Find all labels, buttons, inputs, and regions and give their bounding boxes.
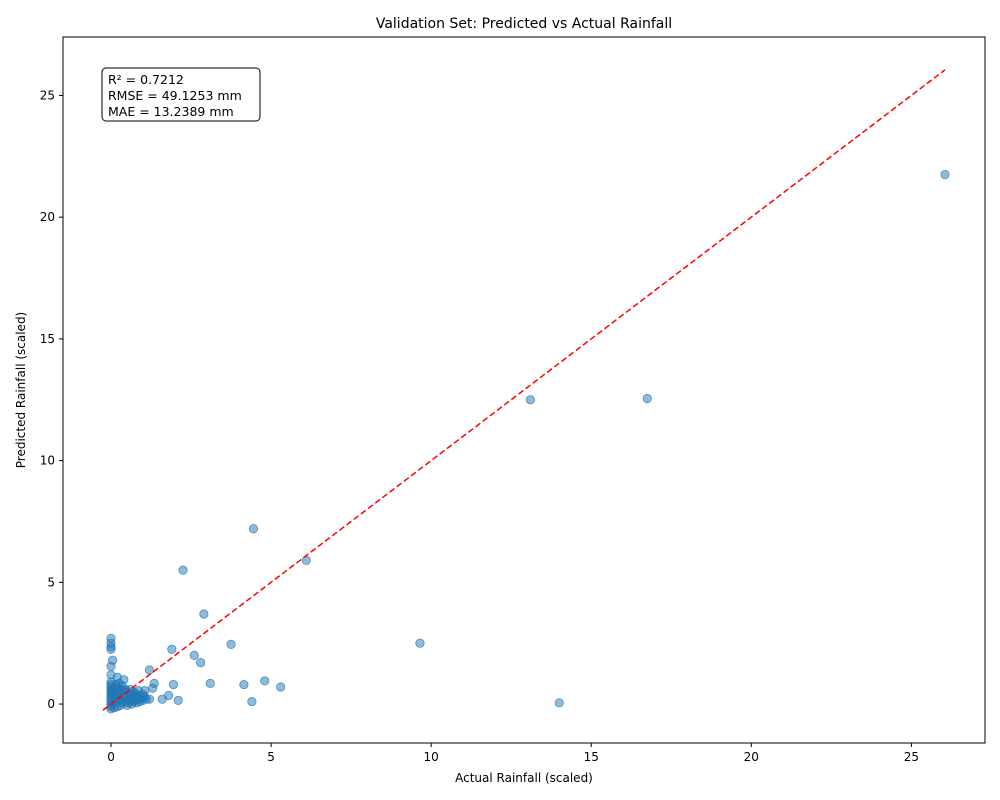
data-point [144, 665, 155, 675]
data-point [554, 698, 564, 708]
data-point [260, 676, 270, 686]
x-axis-label: Actual Rainfall (scaled) [455, 771, 593, 785]
data-point [173, 695, 183, 706]
data-point [168, 679, 179, 690]
reference-line [102, 69, 946, 711]
x-tick-label: 5 [267, 750, 275, 764]
data-point [415, 638, 425, 648]
data-point [276, 682, 286, 692]
data-point [167, 644, 177, 654]
data-point [525, 395, 536, 405]
y-axis-label: Predicted Rainfall (scaled) [14, 312, 28, 468]
y-tick-label: 10 [40, 454, 55, 468]
data-point [239, 679, 249, 690]
stats-box: R² = 0.7212 RMSE = 49.1253 mm MAE = 13.2… [101, 67, 261, 122]
data-point [141, 694, 151, 704]
data-point [148, 683, 158, 693]
x-tick-label: 10 [424, 750, 439, 764]
y-tick-label: 20 [40, 210, 55, 224]
data-point [128, 687, 139, 697]
stats-r2: R² = 0.7212 [108, 72, 184, 87]
data-point [178, 565, 188, 575]
plot-frame [62, 36, 986, 744]
y-tick-label: 25 [40, 88, 55, 102]
stats-box-frame [101, 67, 261, 122]
data-point [226, 639, 236, 650]
data-point [940, 169, 950, 180]
data-point [106, 661, 116, 671]
data-point [189, 650, 199, 660]
data-point [106, 644, 116, 654]
x-tick-label: 20 [744, 750, 759, 764]
x-tick-label: 15 [584, 750, 599, 764]
plot-area [63, 37, 985, 743]
stats-mae: MAE = 13.2389 mm [108, 104, 234, 119]
stats-rmse: RMSE = 49.1253 mm [108, 88, 242, 103]
x-tick-label: 25 [904, 750, 919, 764]
data-point [205, 678, 215, 688]
x-tick-label: 0 [107, 750, 115, 764]
y-tick-label: 15 [40, 332, 55, 346]
data-point [247, 697, 257, 707]
data-point [199, 609, 209, 619]
data-point [196, 658, 206, 668]
data-point [108, 686, 118, 696]
data-point [157, 694, 167, 704]
data-point [301, 555, 311, 566]
x-axis: 0 5 10 15 20 25 [107, 743, 919, 764]
data-point [642, 393, 652, 404]
data-point [248, 524, 259, 534]
y-axis: 0 5 10 15 20 25 [40, 88, 63, 711]
y-tick-label: 0 [47, 697, 55, 711]
chart-title: Validation Set: Predicted vs Actual Rain… [376, 16, 672, 32]
y-tick-label: 5 [47, 575, 55, 589]
